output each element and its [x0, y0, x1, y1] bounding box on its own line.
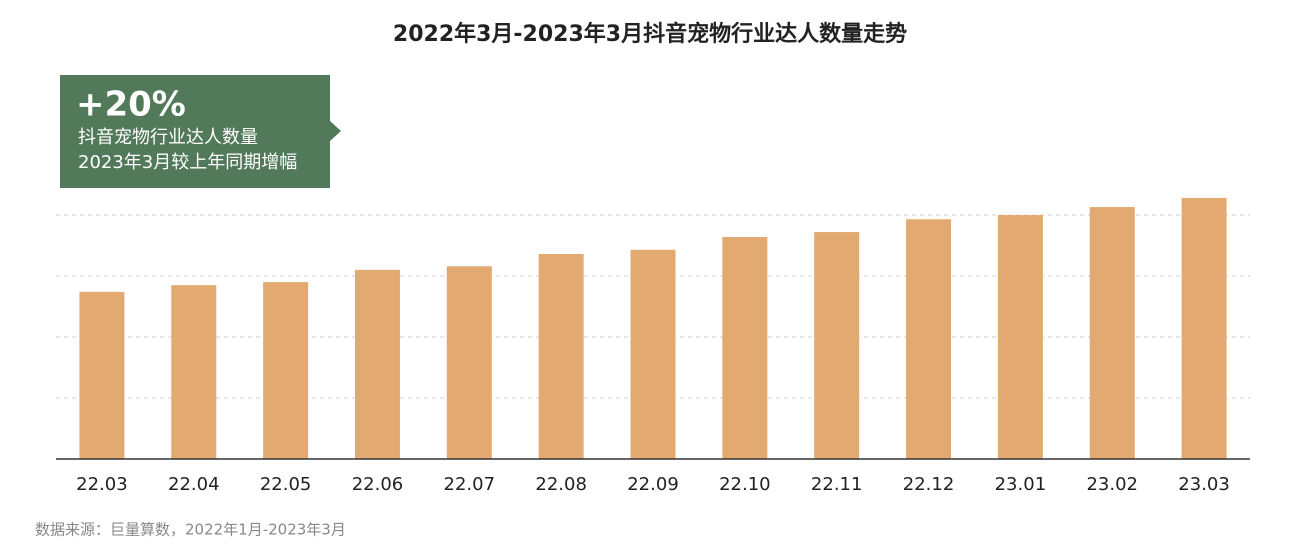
x-tick-label: 22.04 [168, 474, 220, 495]
x-tick-label: 22.06 [352, 474, 404, 495]
x-tick-label: 22.10 [719, 474, 771, 495]
x-tick-label: 22.09 [627, 474, 679, 495]
annotation-line: 抖音宠物行业达人数量 [78, 127, 258, 148]
bar [1089, 207, 1135, 459]
bar [446, 266, 492, 459]
x-tick-label: 22.12 [903, 474, 955, 495]
bar [263, 282, 309, 459]
annotation-background [60, 75, 341, 188]
x-tick-label: 22.07 [444, 474, 496, 495]
x-tick-label: 22.11 [811, 474, 863, 495]
x-tick-label: 22.05 [260, 474, 312, 495]
bar [906, 219, 952, 459]
x-tick-label: 23.03 [1178, 474, 1230, 495]
x-tick-label: 22.08 [535, 474, 587, 495]
bar [722, 236, 768, 459]
annotation-box: +20% 抖音宠物行业达人数量 2023年3月较上年同期增幅 [60, 75, 341, 188]
bar [79, 291, 125, 459]
chart-title: 2022年3月-2023年3月抖音宠物行业达人数量走势 [393, 21, 907, 47]
bar [630, 249, 676, 459]
annotation-line: 2023年3月较上年同期增幅 [78, 152, 297, 173]
source-note: 数据来源：巨量算数，2022年1月-2023年3月 [35, 521, 346, 539]
bar [354, 269, 400, 459]
bar [814, 232, 860, 459]
bar [538, 254, 584, 459]
bar [1181, 197, 1227, 460]
x-tick-label: 22.03 [76, 474, 128, 495]
x-tick-label: 23.02 [1086, 474, 1138, 495]
bar [171, 285, 217, 459]
annotation-headline: +20% [76, 85, 186, 125]
x-tick-label: 23.01 [995, 474, 1047, 495]
bar [997, 215, 1043, 459]
